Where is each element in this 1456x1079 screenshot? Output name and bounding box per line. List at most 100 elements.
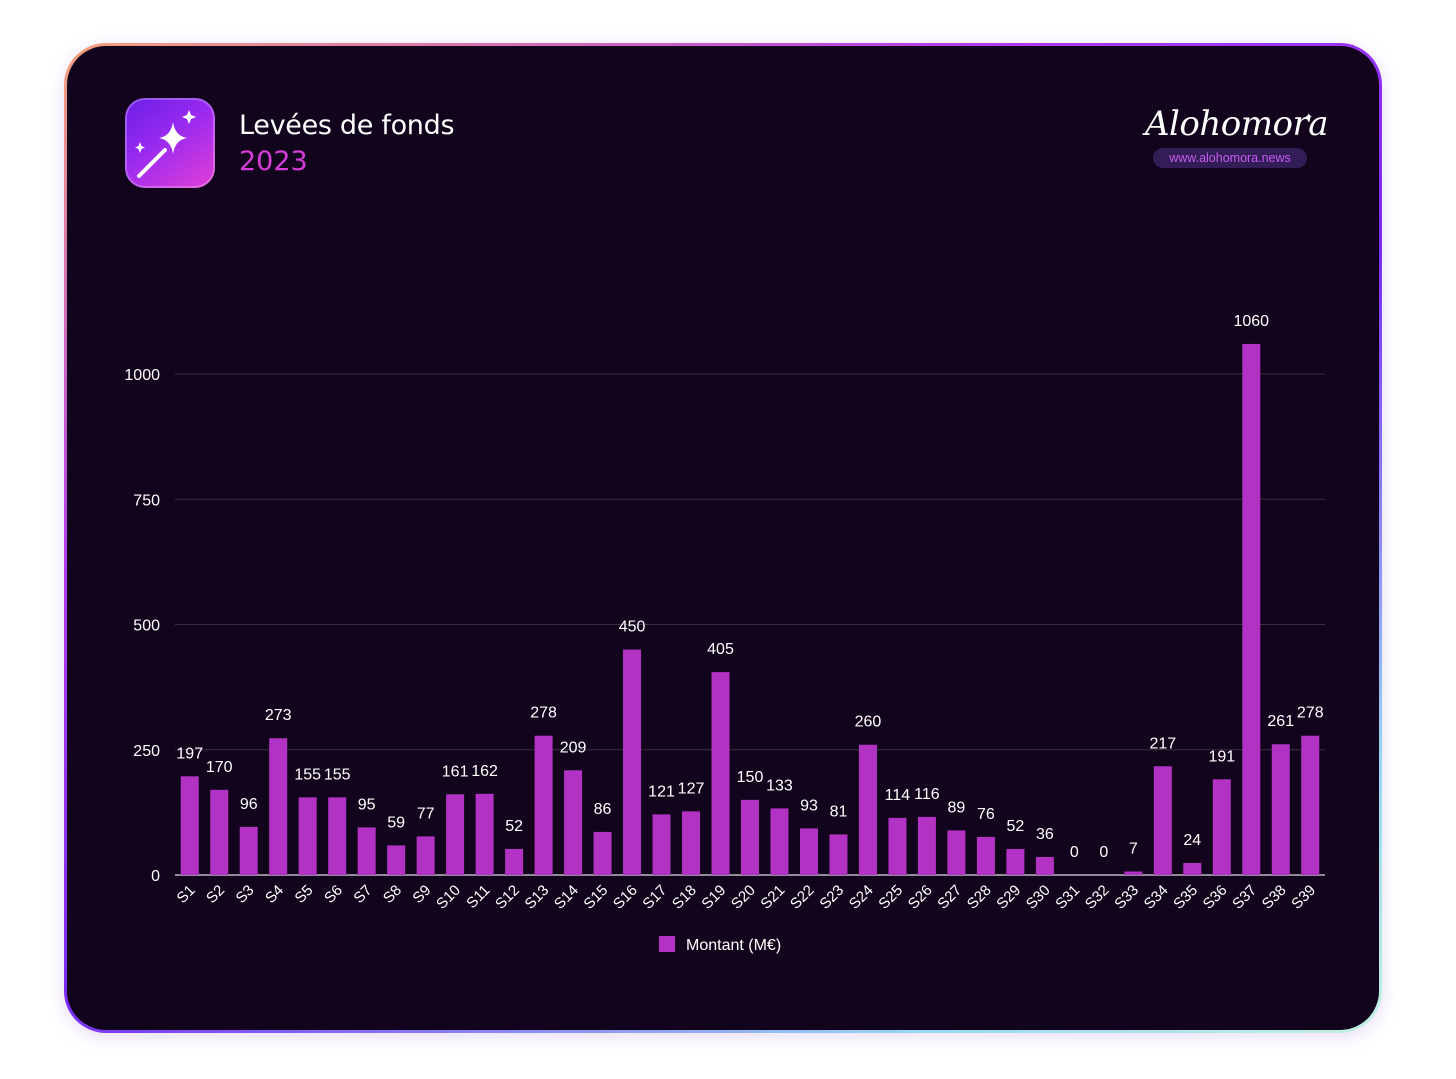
bar (210, 789, 229, 875)
data-label: 209 (560, 739, 587, 756)
bar (387, 845, 406, 875)
brand-logo[interactable]: Alohomora ✦ www.alohomora.news (1145, 104, 1329, 168)
data-label: 217 (1149, 735, 1176, 752)
x-tick-label: S33 (1111, 882, 1142, 913)
x-tick-label: S36 (1200, 882, 1231, 913)
y-tick-label: 1000 (124, 367, 160, 384)
data-label: 127 (678, 780, 705, 797)
chart-title: Levées de fonds (239, 110, 455, 141)
x-tick-label: S34 (1141, 882, 1172, 913)
x-tick-label: S10 (433, 882, 464, 913)
data-label: 450 (619, 619, 646, 636)
data-label: 155 (294, 766, 321, 783)
brand-url[interactable]: www.alohomora.news (1153, 148, 1307, 168)
x-tick-label: S15 (580, 882, 611, 913)
bar (623, 649, 642, 875)
bar (1153, 766, 1172, 875)
card-frame: Levées de fonds 2023 Alohomora ✦ www.alo… (64, 43, 1382, 1033)
bar (741, 799, 759, 875)
x-tick-label: S25 (875, 882, 906, 913)
x-tick-label: S20 (728, 882, 759, 913)
bar (475, 793, 494, 875)
magic-wand-sparkle-icon (125, 98, 215, 188)
data-label: 405 (707, 641, 734, 658)
x-tick-label: S29 (993, 882, 1024, 913)
x-tick-label: S18 (669, 882, 700, 913)
data-label: 81 (830, 803, 848, 820)
bar (269, 738, 288, 875)
x-tick-label: S22 (787, 882, 818, 913)
x-tick-label: S31 (1052, 882, 1083, 913)
data-label: 52 (505, 818, 523, 835)
y-tick-label: 500 (133, 618, 160, 635)
x-tick-label: S27 (934, 882, 965, 913)
bar (770, 808, 789, 875)
x-tick-label: S6 (321, 882, 346, 907)
x-tick-label: S3 (233, 882, 258, 907)
bar (1242, 343, 1261, 875)
data-label: 191 (1208, 748, 1235, 765)
data-label: 170 (206, 759, 233, 776)
bar (888, 817, 907, 875)
x-tick-label: S30 (1023, 882, 1054, 913)
data-label: 278 (1297, 705, 1324, 722)
x-tick-label: S1 (174, 882, 199, 907)
bar (1006, 848, 1025, 875)
data-label: 52 (1006, 818, 1024, 835)
bar (1212, 779, 1231, 875)
data-label: 24 (1183, 832, 1201, 849)
data-label: 7 (1129, 840, 1138, 857)
x-tick-label: S13 (522, 882, 553, 913)
bar (446, 794, 465, 875)
x-tick-label: S17 (639, 882, 670, 913)
x-tick-label: S9 (409, 882, 434, 907)
data-label: 161 (442, 763, 469, 780)
x-tick-label: S32 (1082, 882, 1113, 913)
data-label: 96 (240, 796, 258, 813)
bar (858, 744, 877, 875)
bar (1183, 862, 1202, 875)
x-tick-label: S5 (292, 882, 317, 907)
data-label: 77 (417, 805, 435, 822)
bar (534, 735, 553, 875)
data-label: 121 (648, 783, 675, 800)
data-label: 278 (530, 705, 557, 722)
bar (711, 672, 730, 875)
x-tick-label: S24 (846, 882, 877, 913)
bar (976, 836, 995, 875)
data-label: 273 (265, 707, 292, 724)
bar (652, 814, 671, 875)
data-label: 89 (948, 799, 966, 816)
x-tick-label: S35 (1170, 882, 1201, 913)
bar (1271, 744, 1290, 875)
x-tick-label: S14 (551, 882, 582, 913)
chart-card: Levées de fonds 2023 Alohomora ✦ www.alo… (67, 46, 1379, 1030)
bar (328, 797, 347, 875)
x-tick-label: S8 (380, 882, 405, 907)
y-tick-label: 750 (133, 492, 160, 509)
x-tick-label: S28 (964, 882, 995, 913)
bar (947, 830, 966, 875)
data-label: 162 (471, 763, 498, 780)
brand-name: Alohomora (1145, 104, 1329, 144)
bar-chart: 02505007501000197S1170S296S3273S4155S515… (124, 313, 1325, 954)
x-tick-label: S2 (203, 882, 228, 907)
data-label: 95 (358, 796, 376, 813)
x-tick-label: S39 (1288, 882, 1319, 913)
bar (1124, 871, 1143, 875)
bar (298, 797, 317, 875)
x-tick-label: S16 (610, 882, 641, 913)
x-tick-label: S37 (1229, 882, 1260, 913)
y-tick-label: 0 (151, 868, 160, 885)
x-tick-label: S7 (350, 882, 375, 907)
x-tick-label: S26 (905, 882, 936, 913)
legend-label: Montant (M€) (686, 937, 781, 954)
data-label: 59 (387, 814, 405, 831)
bar (180, 776, 199, 875)
x-tick-label: S12 (492, 882, 523, 913)
bar (1035, 856, 1054, 875)
bar (682, 811, 701, 875)
x-tick-label: S19 (698, 882, 729, 913)
y-tick-label: 250 (133, 743, 160, 760)
data-label: 133 (766, 777, 793, 794)
